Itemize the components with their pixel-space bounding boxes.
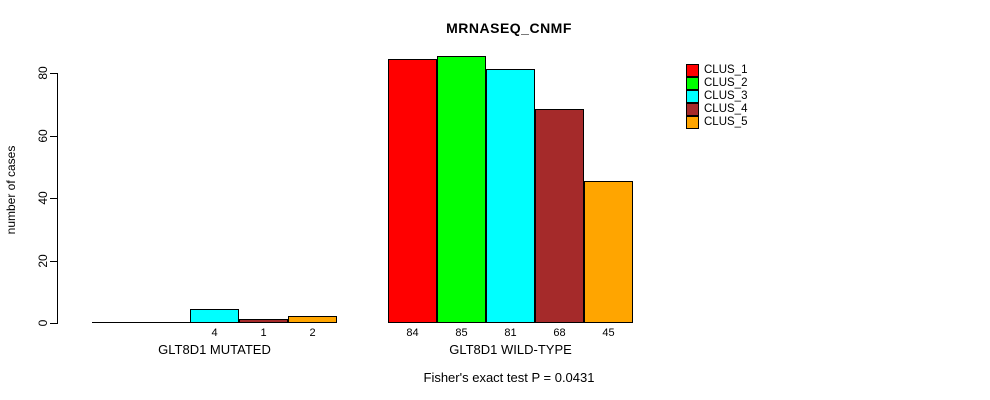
bar xyxy=(584,181,633,323)
y-tick-label: 0 xyxy=(36,319,50,327)
bar xyxy=(288,316,337,323)
y-tick-label: 20 xyxy=(36,254,50,268)
y-tick-label: 60 xyxy=(36,129,50,143)
bar xyxy=(437,56,486,323)
y-tick xyxy=(50,73,57,74)
bar-value-label: 68 xyxy=(553,327,566,339)
bar-value-label: 84 xyxy=(406,327,419,339)
legend-swatch xyxy=(686,90,699,103)
bar-value-label: 1 xyxy=(260,327,267,339)
y-tick xyxy=(50,198,57,199)
legend-swatch xyxy=(686,103,699,116)
legend-label: CLUS_3 xyxy=(704,90,748,102)
legend-label: CLUS_4 xyxy=(704,103,748,115)
bar-value-label: 4 xyxy=(211,327,218,339)
bar-value-label: 85 xyxy=(455,327,468,339)
legend-swatch xyxy=(686,116,699,129)
legend-label: CLUS_1 xyxy=(704,64,748,76)
chart-title: MRNASEQ_CNMF xyxy=(446,20,572,36)
legend-swatch xyxy=(686,64,699,77)
y-tick-label: 40 xyxy=(36,191,50,205)
legend-swatch xyxy=(686,77,699,90)
y-tick xyxy=(50,261,57,262)
bar xyxy=(535,109,584,323)
bar-value-label: 45 xyxy=(602,327,615,339)
y-tick xyxy=(50,136,57,137)
y-tick-label: 80 xyxy=(36,66,50,80)
bar-value-label: 81 xyxy=(504,327,517,339)
bar-value-label: 2 xyxy=(309,327,316,339)
bar xyxy=(190,309,239,323)
annotation-text: Fisher's exact test P = 0.0431 xyxy=(423,370,595,385)
group-label: GLT8D1 MUTATED xyxy=(158,342,271,357)
y-axis-line xyxy=(57,73,58,324)
bar xyxy=(239,319,288,323)
group-label: GLT8D1 WILD-TYPE xyxy=(449,342,572,357)
legend-label: CLUS_2 xyxy=(704,77,748,89)
bar xyxy=(486,69,535,323)
y-tick xyxy=(50,323,57,324)
legend-label: CLUS_5 xyxy=(704,116,748,128)
bar xyxy=(388,59,437,323)
